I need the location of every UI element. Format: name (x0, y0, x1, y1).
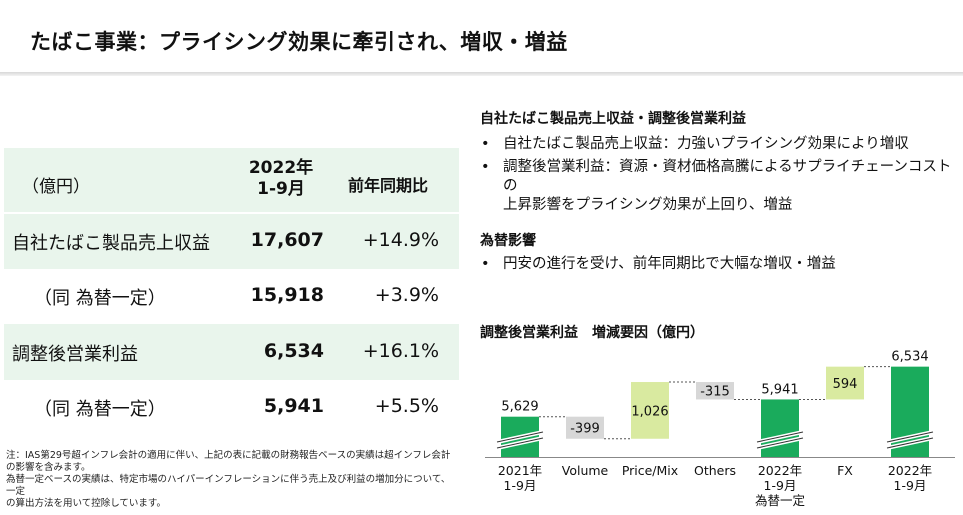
category-label: 1-9月 (504, 478, 537, 493)
bullet-icon: • (481, 159, 490, 175)
bullet-item: • 円安の進行を受け、前年同期比で大幅な増収・増益 (481, 255, 956, 274)
category-label: 1-9月 (764, 478, 797, 493)
category-label: 2022年 (758, 463, 802, 478)
section-heading-fx: 為替影響 (480, 233, 536, 249)
bullet-text: 調整後営業利益：資源・資材価格高騰によるサプライチェーンコストの (503, 159, 952, 194)
category-label: Price/Mix (622, 463, 678, 478)
axis-break-mark (886, 431, 934, 443)
waterfall-bar (566, 416, 604, 439)
axis-break-mark (756, 431, 804, 443)
row-label: 自社たばこ製品売上収益 (12, 233, 210, 254)
title-divider (0, 72, 963, 76)
footnote-line: 注：IAS第29号超インフレ会計の適用に伴い、上記の表に記載の財務報告ベースの実… (6, 450, 451, 461)
bullet-item: • 自社たばこ製品売上収益：力強いプライシング効果により増収 (481, 135, 956, 154)
category-label: Volume (562, 463, 609, 478)
row-value: 5,941 (263, 395, 324, 417)
data-label: 5,941 (761, 382, 798, 397)
axis-break-mark (496, 431, 544, 443)
bullet-text: 円安の進行を受け、前年同期比で大幅な増収・増益 (503, 256, 836, 272)
table-row: 調整後営業利益 6,534 +16.1% (4, 324, 459, 380)
footnote-line: の算出方法を用いて控除しています。 (6, 498, 166, 509)
category-label: 為替一定 (755, 493, 805, 508)
table-header-row: （億円） 2022年 1-9月 前年同期比 (4, 148, 459, 212)
footnote-line: の影響を含みます。 (6, 462, 91, 473)
row-label: 調整後営業利益 (12, 344, 138, 365)
unit-label: （億円） (22, 177, 90, 197)
data-label: 594 (833, 377, 858, 392)
waterfall-bar (761, 399, 799, 457)
category-label: FX (837, 463, 853, 478)
bullet-icon: • (481, 136, 490, 152)
page-title: たばこ事業：プライシング効果に牽引され、増収・増益 (30, 30, 568, 54)
row-value: 15,918 (250, 284, 324, 306)
period-header-line2: 1-9月 (257, 179, 305, 199)
data-label: 5,629 (501, 400, 538, 415)
category-label: 2021年 (498, 463, 542, 478)
footnote: 注：IAS第29号超インフレ会計の適用に伴い、上記の表に記載の財務報告ベースの実… (6, 450, 456, 510)
yoy-header: 前年同期比 (348, 176, 429, 195)
row-label: （同 為替一定） (34, 399, 166, 420)
row-yoy: +14.9% (362, 229, 439, 251)
table-row: 自社たばこ製品売上収益 17,607 +14.9% (4, 214, 459, 269)
bullet-icon: • (481, 256, 490, 272)
data-label: 6,534 (891, 350, 928, 365)
category-label: 2022年 (888, 463, 932, 478)
category-label: 1-9月 (894, 478, 927, 493)
table-row: （同 為替一定） 15,918 +3.9% (4, 269, 459, 324)
row-value: 6,534 (263, 340, 324, 362)
row-yoy: +3.9% (374, 284, 439, 306)
waterfall-bar (631, 382, 669, 439)
axis-break-mark (496, 437, 544, 449)
axis-break-mark (756, 437, 804, 449)
row-yoy: +16.1% (362, 340, 439, 362)
data-label: -315 (700, 385, 730, 400)
bullet-item: • 調整後営業利益：資源・資材価格高騰によるサプライチェーンコストの 上昇影響を… (481, 158, 956, 215)
bullet-text: 自社たばこ製品売上収益：力強いプライシング効果により増収 (503, 136, 909, 152)
table-row: （同 為替一定） 5,941 +5.5% (4, 380, 459, 436)
section-heading-sales-profit: 自社たばこ製品売上収益・調整後営業利益 (480, 111, 746, 127)
axis-break-mark (886, 437, 934, 449)
chart-title: 調整後営業利益 増減要因（億円） (480, 325, 704, 341)
data-label: 1,026 (631, 404, 668, 419)
waterfall-bar (826, 366, 864, 400)
category-label: Others (694, 463, 736, 478)
footnote-line: 為替一定ベースの実績は、特定市場のハイパーインフレーションに伴う売上及び利益の増… (6, 474, 451, 497)
period-header-line1: 2022年 (248, 158, 314, 178)
waterfall-bar (696, 382, 734, 400)
period-header: 2022年 1-9月 (236, 158, 326, 200)
waterfall-chart: 5,6292021年1-9月-399Volume1,026Price/Mix-3… (485, 350, 955, 508)
data-label: -399 (570, 422, 600, 437)
row-label: （同 為替一定） (34, 288, 166, 309)
bullet-text: 上昇影響をプライシング効果が上回り、増益 (503, 197, 793, 213)
row-yoy: +5.5% (374, 395, 439, 417)
row-value: 17,607 (250, 229, 324, 251)
